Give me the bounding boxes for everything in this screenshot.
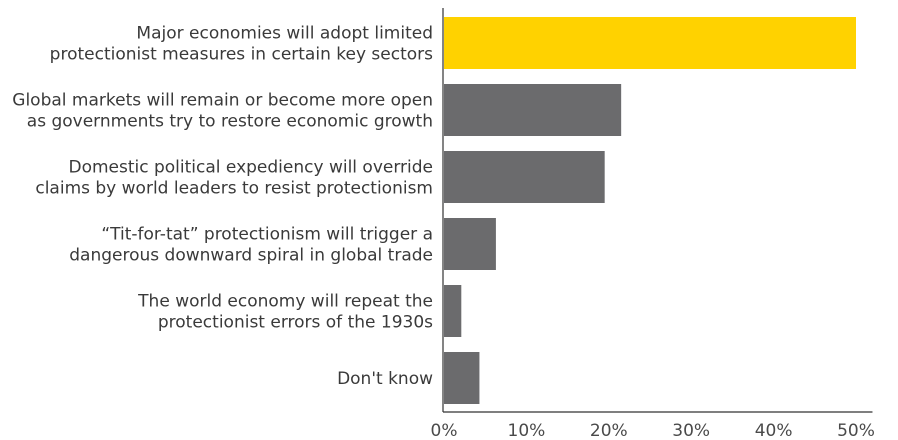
bar-3 (444, 218, 496, 270)
category-label-2-line-1: claims by world leaders to resist protec… (35, 179, 433, 199)
bar-1 (444, 84, 622, 136)
category-label-2: Domestic political expediency will overr… (35, 158, 433, 199)
bar-0 (444, 17, 856, 69)
category-label-1-line-0: Global markets will remain or become mor… (12, 91, 433, 111)
category-label-1: Global markets will remain or become mor… (12, 91, 433, 132)
category-label-0: Major economies will adopt limited protec… (50, 24, 433, 65)
category-label-4-line-0: The world economy will repeat the (137, 292, 433, 312)
category-label-3-line-1: dangerous downward spiral in global trad… (69, 246, 433, 266)
category-label-5: Don't know (337, 369, 433, 389)
category-label-3: “Tit-for-tat” protectionism will trigger… (69, 225, 433, 266)
x-tick-label-5: 50% (837, 421, 875, 440)
category-label-0-line-1: protectionist measures in certain key se… (50, 45, 433, 65)
category-label-2-line-0: Domestic political expediency will overr… (68, 158, 433, 178)
bars-group (444, 17, 856, 404)
x-tick-label-1: 10% (508, 421, 546, 440)
x-tick-label-2: 20% (590, 421, 628, 440)
category-label-3-line-0: “Tit-for-tat” protectionism will trigger… (101, 225, 433, 245)
category-label-4: The world economy will repeat the protect… (137, 292, 433, 333)
bar-4 (444, 285, 462, 337)
x-tick-label-4: 40% (755, 421, 793, 440)
bar-2 (444, 151, 605, 203)
category-label-5-line-0: Don't know (337, 369, 433, 389)
x-tick-label-0: 0% (431, 421, 458, 440)
category-label-4-line-1: protectionist errors of the 1930s (158, 313, 433, 333)
x-tick-label-3: 30% (672, 421, 710, 440)
x-tick-labels-group: 0% 10% 20% 30% 40% 50% (431, 421, 875, 440)
category-label-1-line-1: as governments try to restore economic g… (27, 112, 433, 132)
bar-5 (444, 352, 480, 404)
category-labels-group: Major economies will adopt limited protec… (12, 24, 433, 390)
category-label-0-line-0: Major economies will adopt limited (136, 24, 433, 44)
